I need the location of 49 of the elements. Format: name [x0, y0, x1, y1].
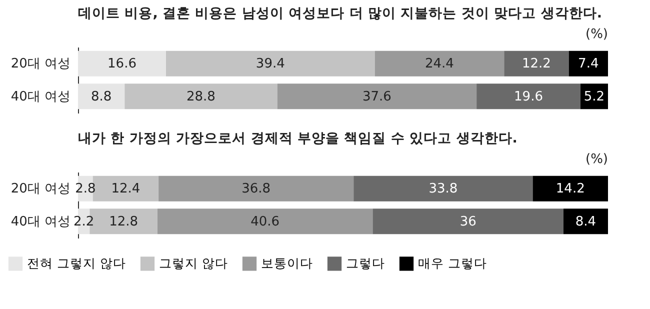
bar — [374, 50, 504, 76]
bar — [568, 50, 608, 76]
data-label: 5.2 — [584, 89, 605, 104]
bar — [124, 84, 278, 110]
bar — [580, 84, 608, 110]
data-label: 36 — [460, 214, 476, 230]
y-tick-label: 20대 여성 — [10, 56, 70, 72]
bar — [504, 50, 569, 76]
data-label: 24.4 — [424, 56, 454, 72]
data-label: 39.4 — [256, 56, 285, 72]
data-label: 19.6 — [514, 89, 543, 104]
bar — [476, 84, 580, 110]
data-label: 12.8 — [109, 214, 138, 230]
bar — [158, 176, 354, 202]
bar — [372, 208, 564, 234]
data-label: 37.6 — [362, 89, 392, 104]
legend-label: 전혀 그렇지 않다 — [27, 256, 126, 271]
legend-label: 매우 그렇다 — [418, 256, 487, 271]
legend-label: 그렇다 — [346, 256, 385, 271]
text: (%) — [586, 27, 608, 42]
data-label: 14.2 — [556, 182, 585, 197]
bar — [277, 84, 477, 110]
bar — [166, 50, 375, 76]
data-label: 16.6 — [108, 56, 136, 72]
bar — [78, 50, 166, 76]
bar — [354, 176, 533, 202]
data-label: 33.8 — [428, 182, 458, 197]
data-label: 2.8 — [75, 182, 96, 197]
bar — [563, 208, 608, 234]
y-tick-label: 40대 여성 — [10, 89, 70, 104]
bar — [532, 176, 608, 202]
y-tick-label: 40대 여성 — [10, 214, 70, 230]
legend-label: 그렇지 않다 — [159, 256, 228, 271]
text: (%) — [586, 152, 608, 167]
data-label: 2.2 — [73, 214, 94, 230]
data-label: 12.2 — [522, 56, 551, 72]
bar — [158, 208, 373, 234]
data-label: 40.6 — [250, 214, 280, 230]
bar — [78, 84, 125, 110]
legend-label: 보통이다 — [261, 256, 313, 271]
chart-title: 내가 한 가정의 가장으로서 경제적 부양을 책임질 수 있다고 생각한다. — [78, 130, 518, 146]
data-label: 36.8 — [242, 182, 271, 197]
data-label: 8.8 — [90, 89, 112, 104]
data-label: 7.4 — [578, 56, 599, 72]
chart-title: 데이트 비용, 결혼 비용은 남성이 여성보다 더 많이 지불하는 것이 맞다고 생각한다. — [78, 6, 602, 22]
data-label: 12.4 — [111, 182, 140, 197]
data-label: 8.4 — [575, 214, 596, 230]
y-tick-label: 20대 여성 — [10, 182, 70, 197]
data-label: 28.8 — [186, 89, 216, 104]
